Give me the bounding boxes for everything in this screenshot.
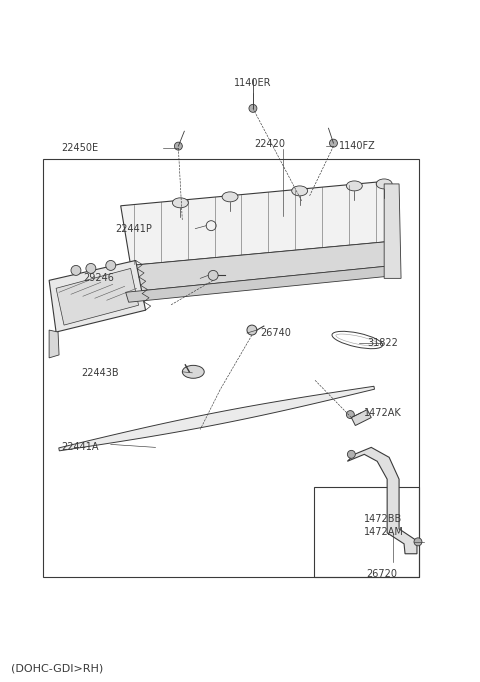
Bar <box>43 159 419 576</box>
Circle shape <box>71 265 81 276</box>
Text: 29246: 29246 <box>83 273 114 283</box>
Text: 22450E: 22450E <box>61 143 98 153</box>
Circle shape <box>249 104 257 113</box>
Text: 1140FZ: 1140FZ <box>339 141 376 151</box>
Ellipse shape <box>347 181 362 191</box>
Polygon shape <box>56 269 139 325</box>
Polygon shape <box>49 261 145 332</box>
Text: 26720: 26720 <box>367 569 397 578</box>
Text: 22441P: 22441P <box>116 224 153 234</box>
Text: 1140ER: 1140ER <box>234 78 272 89</box>
Text: 1472BB: 1472BB <box>364 514 403 524</box>
Circle shape <box>247 325 257 335</box>
Text: 22420: 22420 <box>254 139 285 149</box>
Polygon shape <box>126 265 397 302</box>
Circle shape <box>329 139 337 147</box>
Bar <box>313 487 419 576</box>
Circle shape <box>208 270 218 280</box>
Polygon shape <box>348 447 417 554</box>
Circle shape <box>174 142 182 150</box>
Text: 1472AK: 1472AK <box>364 408 402 417</box>
Polygon shape <box>384 184 401 278</box>
Ellipse shape <box>182 366 204 379</box>
Polygon shape <box>126 241 399 293</box>
Circle shape <box>348 450 355 458</box>
Text: (DOHC-GDI>RH): (DOHC-GDI>RH) <box>11 663 103 673</box>
Polygon shape <box>351 410 371 426</box>
Text: 31822: 31822 <box>367 338 398 348</box>
Text: 26740: 26740 <box>260 328 291 338</box>
Text: 1472AM: 1472AM <box>364 527 404 537</box>
Polygon shape <box>59 386 374 451</box>
Text: 22443B: 22443B <box>81 368 119 378</box>
Polygon shape <box>120 181 399 265</box>
Circle shape <box>86 263 96 273</box>
Circle shape <box>347 411 354 419</box>
Circle shape <box>414 538 422 546</box>
Ellipse shape <box>292 186 308 196</box>
Text: 22441A: 22441A <box>61 443 98 452</box>
Ellipse shape <box>376 179 392 189</box>
Ellipse shape <box>172 198 188 208</box>
Polygon shape <box>49 330 59 358</box>
Circle shape <box>106 261 116 270</box>
Ellipse shape <box>222 192 238 202</box>
